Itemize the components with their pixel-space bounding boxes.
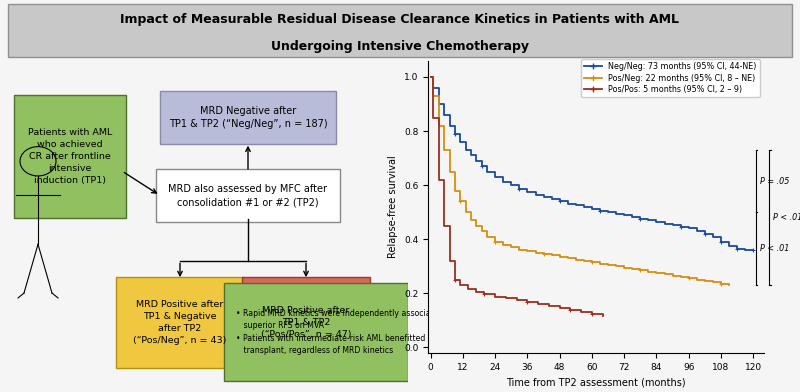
FancyBboxPatch shape — [156, 169, 340, 222]
FancyBboxPatch shape — [116, 277, 244, 368]
Legend: Neg/Neg: 73 months (95% CI, 44-NE), Pos/Neg: 22 months (95% CI, 8 – NE), Pos/Pos: Neg/Neg: 73 months (95% CI, 44-NE), Pos/… — [581, 59, 760, 97]
Text: MRD Positive after
TP1 & TP2
(“Pos/Pos”, n = 47): MRD Positive after TP1 & TP2 (“Pos/Pos”,… — [261, 306, 351, 339]
FancyBboxPatch shape — [242, 277, 370, 368]
Text: MRD Negative after
TP1 & TP2 (“Neg/Neg”, n = 187): MRD Negative after TP1 & TP2 (“Neg/Neg”,… — [169, 106, 327, 129]
FancyBboxPatch shape — [14, 94, 126, 218]
FancyBboxPatch shape — [8, 4, 792, 57]
Text: P < .01: P < .01 — [760, 244, 790, 253]
Text: • Rapid MRD kinetics were independently associated with
   superior RFS on MVA
•: • Rapid MRD kinetics were independently … — [236, 309, 526, 356]
X-axis label: Time from TP2 assessment (months): Time from TP2 assessment (months) — [506, 377, 686, 387]
Text: Undergoing Intensive Chemotherapy: Undergoing Intensive Chemotherapy — [271, 40, 529, 53]
FancyBboxPatch shape — [160, 91, 336, 144]
Text: P = .05: P = .05 — [760, 176, 790, 185]
Text: MRD also assessed by MFC after
consolidation #1 or #2 (TP2): MRD also assessed by MFC after consolida… — [169, 184, 327, 207]
Y-axis label: Relapse-free survival: Relapse-free survival — [388, 155, 398, 258]
Text: Impact of Measurable Residual Disease Clearance Kinetics in Patients with AML: Impact of Measurable Residual Disease Cl… — [121, 13, 679, 26]
Text: P < .01: P < .01 — [774, 213, 800, 222]
Text: Patients with AML
who achieved
CR after frontline
intensive
induction (TP1): Patients with AML who achieved CR after … — [28, 128, 112, 185]
FancyBboxPatch shape — [224, 283, 408, 381]
Text: MRD Positive after
TP1 & Negative
after TP2
(“Pos/Neg”, n = 43): MRD Positive after TP1 & Negative after … — [134, 300, 226, 345]
